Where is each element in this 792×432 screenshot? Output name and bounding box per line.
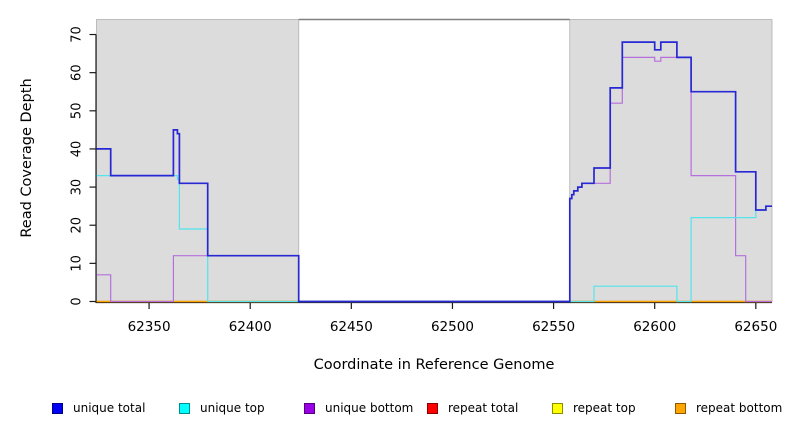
- x-tick-label: 62600: [633, 319, 676, 335]
- y-tick-label: 10: [70, 255, 85, 272]
- legend-label: unique top: [200, 401, 265, 415]
- coverage-plot: 0 10 20 30 40 50 60 70 62350 62400 62450 62500 62550…: [70, 18, 777, 335]
- legend: unique total unique top unique bottom re…: [0, 400, 792, 420]
- x-tick-label: 62350: [128, 319, 171, 335]
- y-tick-label: 70: [70, 26, 85, 43]
- legend-label: repeat total: [448, 401, 519, 415]
- legend-label: unique total: [73, 401, 146, 415]
- x-tick-label: 62650: [734, 319, 777, 335]
- legend-swatch-repeat-top-icon: [552, 402, 563, 414]
- y-tick-label: 0: [70, 297, 85, 305]
- series-unique-total: [96, 41, 772, 303]
- x-axis-title: Coordinate in Reference Genome: [313, 357, 555, 373]
- legend-item-unique-top: unique top: [179, 400, 265, 416]
- repeat-region-shading: [96, 19, 300, 303]
- y-axis-title-text: Read Coverage Depth: [19, 78, 35, 238]
- repeat-region-shading: [569, 19, 773, 303]
- legend-swatch-unique-top-icon: [179, 402, 190, 414]
- legend-swatch-repeat-total-icon: [427, 402, 438, 414]
- y-tick-label: 30: [70, 179, 85, 196]
- y-tick-label: 50: [70, 103, 85, 120]
- legend-label: repeat top: [573, 401, 636, 415]
- legend-item-repeat-total: repeat total: [427, 400, 518, 416]
- x-tick-label: 62500: [431, 319, 474, 335]
- x-tick-label: 62550: [532, 319, 575, 335]
- legend-label: unique bottom: [325, 401, 414, 415]
- y-tick-label: 20: [70, 217, 85, 234]
- legend-label: repeat bottom: [696, 401, 783, 415]
- x-tick-label: 62400: [229, 319, 272, 335]
- x-tick-label: 62450: [330, 319, 373, 335]
- y-tick-label: 40: [70, 141, 85, 158]
- legend-item-unique-total: unique total: [52, 400, 145, 416]
- y-tick-label: 60: [70, 64, 85, 81]
- legend-item-repeat-top: repeat top: [552, 400, 636, 416]
- legend-swatch-unique-total-icon: [52, 402, 63, 414]
- legend-item-repeat-bottom: repeat bottom: [675, 400, 782, 416]
- legend-item-unique-bottom: unique bottom: [304, 400, 413, 416]
- legend-swatch-unique-bottom-icon: [304, 402, 315, 414]
- legend-swatch-repeat-bottom-icon: [675, 402, 686, 414]
